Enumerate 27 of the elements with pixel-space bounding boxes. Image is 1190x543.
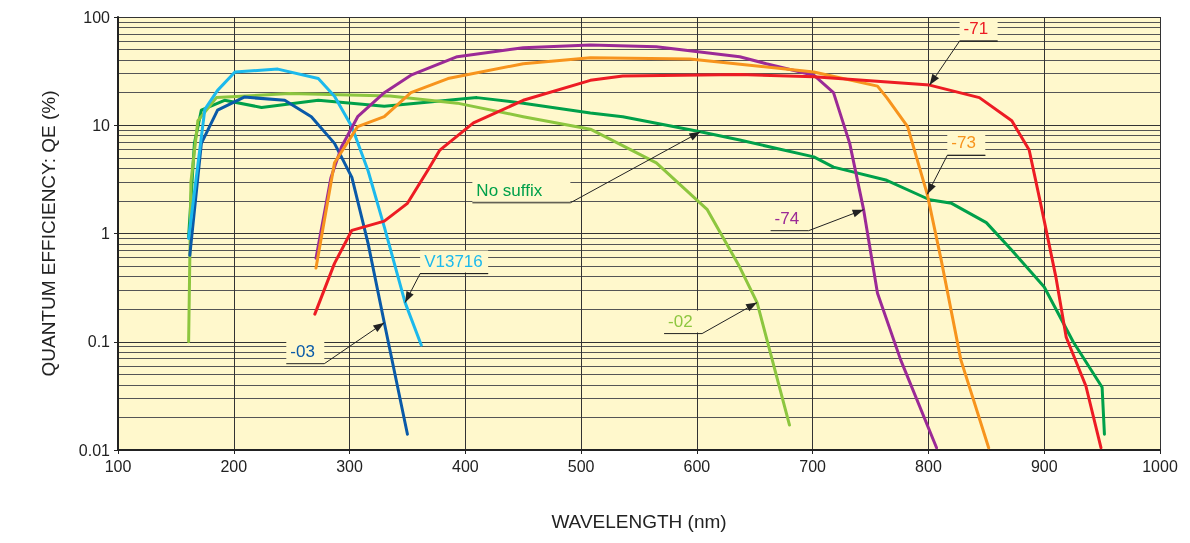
x-tick-label: 200 bbox=[220, 457, 248, 475]
x-tick-label: 100 bbox=[104, 457, 132, 475]
x-tick-label: 600 bbox=[683, 457, 711, 475]
x-tick-label: 700 bbox=[799, 457, 827, 475]
line-series bbox=[313, 72, 1103, 450]
text: -71 bbox=[963, 19, 989, 39]
text: -02 bbox=[668, 311, 693, 331]
x-tick-label: 1000 bbox=[1142, 457, 1178, 475]
x-tick-label: 300 bbox=[336, 457, 363, 475]
x-tick-label: 500 bbox=[567, 457, 595, 475]
y-tick-label: 10 bbox=[92, 116, 111, 134]
x-axis-title: WAVELENGTH (nm) bbox=[551, 511, 727, 532]
x-tick-label: 800 bbox=[915, 457, 942, 475]
y-tick-label: 100 bbox=[83, 8, 111, 26]
text: -03 bbox=[290, 341, 315, 361]
series-label: V13716 bbox=[424, 251, 483, 271]
y-axis-title: QUANTUM EFFICIENCY: QE (%) bbox=[38, 90, 59, 377]
x-tick-label: 900 bbox=[1030, 457, 1058, 475]
line-series bbox=[187, 67, 423, 347]
line-series bbox=[188, 95, 409, 436]
x-tick-label: 400 bbox=[451, 457, 479, 475]
y-tick-label: 1 bbox=[101, 225, 111, 242]
text: -73 bbox=[951, 133, 976, 153]
text: No suffix bbox=[476, 180, 543, 200]
y-tick-label: 0.01 bbox=[78, 441, 111, 459]
text: -74 bbox=[774, 208, 800, 228]
y-tick-label: 0.1 bbox=[87, 333, 111, 351]
